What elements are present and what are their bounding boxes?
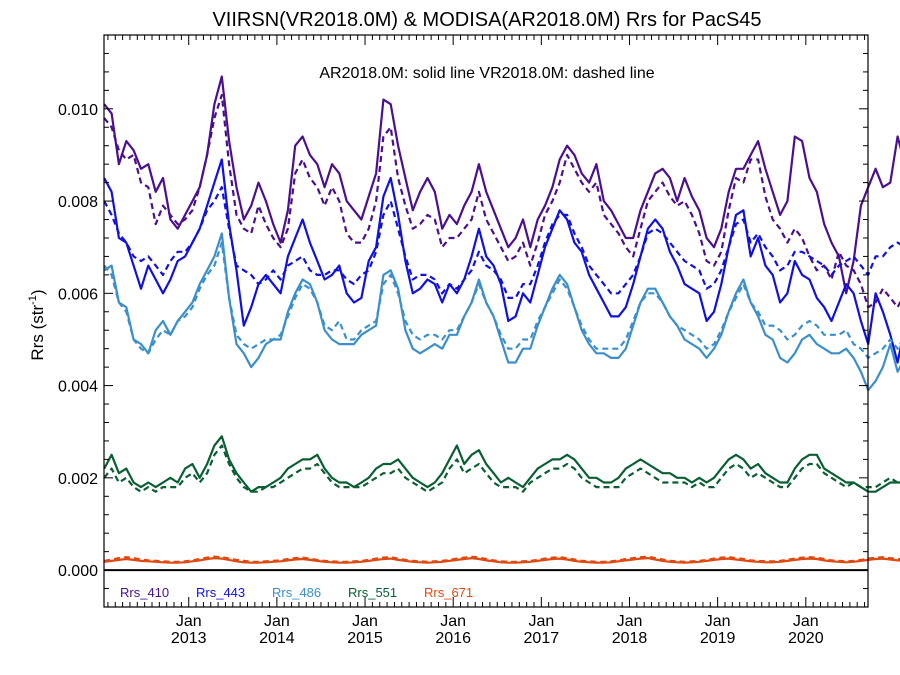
rrs-486-solid-line (103, 232, 900, 392)
x-tick-month: Jan (352, 613, 378, 630)
rrs-410-dashed-line (103, 93, 900, 309)
legend-rrs-671: Rrs_671 (424, 585, 473, 600)
x-tick-month: Jan (528, 613, 554, 630)
y-axis-label: Rrs (str-1) (27, 289, 47, 360)
legend-rrs-551: Rrs_551 (348, 585, 397, 600)
rrs-551-solid-line (103, 435, 900, 493)
x-tick-month: Jan (793, 613, 819, 630)
line-style-note: AR2018.0M: solid line VR2018.0M: dashed … (319, 65, 654, 82)
x-tick-year: 2013 (171, 630, 207, 647)
y-axis-label-sup: -1 (27, 295, 39, 305)
legend-rrs-410: Rrs_410 (120, 585, 169, 600)
series-layer (103, 75, 900, 564)
axes-layer: 0.0000.0020.0040.0060.0080.010Jan2013Jan… (58, 34, 869, 647)
y-tick-label: 0.008 (58, 194, 98, 211)
x-tick-month: Jan (617, 613, 643, 630)
x-tick-month: Jan (705, 613, 731, 630)
legend-rrs-443: Rrs_443 (196, 585, 245, 600)
x-tick-year: 2014 (259, 630, 295, 647)
y-tick-label: 0.004 (58, 379, 98, 396)
chart-title: VIIRSN(VR2018.0M) & MODISA(AR2018.0M) Rr… (212, 9, 761, 31)
rrs-551-dashed-line (103, 444, 900, 493)
rrs-486-dashed-line (103, 241, 900, 359)
x-tick-year: 2019 (700, 630, 736, 647)
rrs-443-solid-line (103, 158, 900, 364)
x-tick-year: 2017 (524, 630, 560, 647)
y-tick-label: 0.002 (58, 471, 98, 488)
x-tick-month: Jan (440, 613, 466, 630)
rrs-671-solid-line (104, 556, 900, 564)
x-tick-year: 2018 (612, 630, 648, 647)
x-tick-year: 2020 (788, 630, 824, 647)
y-tick-label: 0.006 (58, 286, 98, 303)
legend: Rrs_410 Rrs_443 Rrs_486 Rrs_551 Rrs_671 (120, 585, 473, 600)
y-axis-label-close: ) (28, 289, 47, 295)
y-axis-label-base: Rrs (str (28, 305, 47, 361)
x-tick-month: Jan (176, 613, 202, 630)
legend-rrs-486: Rrs_486 (272, 585, 321, 600)
y-tick-label: 0.010 (58, 102, 98, 119)
x-tick-year: 2015 (347, 630, 383, 647)
y-tick-label: 0.000 (58, 563, 98, 580)
x-tick-month: Jan (264, 613, 290, 630)
plot-frame (103, 34, 869, 608)
rrs-443-dashed-line (103, 186, 900, 299)
x-tick-year: 2016 (435, 630, 471, 647)
rrs-410-solid-line (103, 75, 900, 295)
